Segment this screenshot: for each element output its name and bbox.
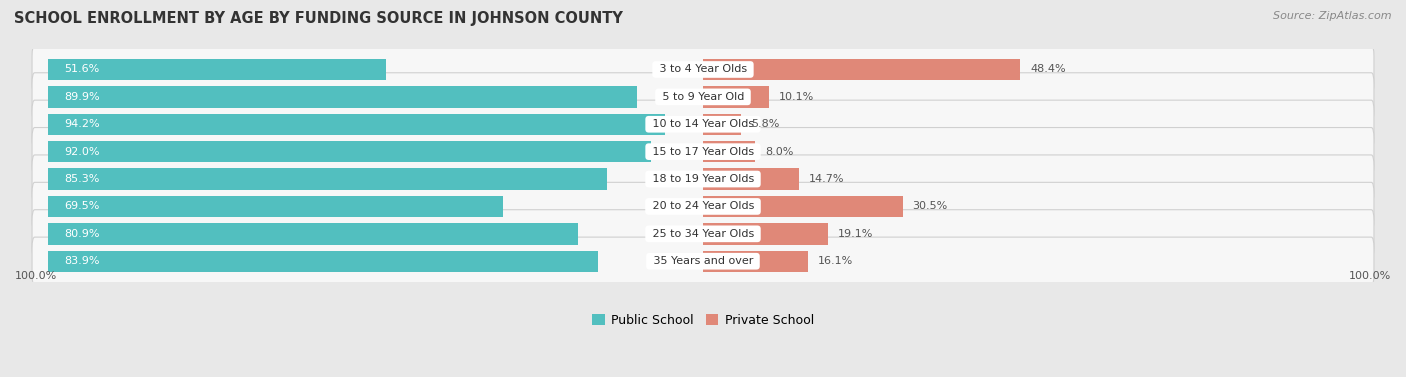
Text: 85.3%: 85.3% [65,174,100,184]
Text: 30.5%: 30.5% [912,201,948,211]
FancyBboxPatch shape [32,127,1374,176]
Text: 94.2%: 94.2% [65,119,100,129]
Text: 51.6%: 51.6% [65,64,100,75]
Text: 83.9%: 83.9% [65,256,100,266]
Text: 5.8%: 5.8% [751,119,779,129]
Text: 5 to 9 Year Old: 5 to 9 Year Old [658,92,748,102]
Bar [48,141,651,162]
Text: 16.1%: 16.1% [818,256,853,266]
FancyBboxPatch shape [32,45,1374,93]
FancyBboxPatch shape [32,237,1374,285]
Bar [703,141,755,162]
Text: 25 to 34 Year Olds: 25 to 34 Year Olds [648,229,758,239]
Text: 48.4%: 48.4% [1031,64,1066,75]
Text: 69.5%: 69.5% [65,201,100,211]
Bar [703,59,1021,80]
FancyBboxPatch shape [32,100,1374,149]
Text: 89.9%: 89.9% [65,92,100,102]
Bar [48,196,503,217]
Text: 14.7%: 14.7% [808,174,845,184]
Text: 80.9%: 80.9% [65,229,100,239]
Text: 10.1%: 10.1% [779,92,814,102]
Bar [48,223,578,245]
Text: 3 to 4 Year Olds: 3 to 4 Year Olds [655,64,751,75]
Bar [703,196,903,217]
Bar [48,86,637,107]
Text: 15 to 17 Year Olds: 15 to 17 Year Olds [648,147,758,157]
Bar [703,251,808,272]
Bar [48,113,665,135]
FancyBboxPatch shape [32,210,1374,258]
Text: 20 to 24 Year Olds: 20 to 24 Year Olds [648,201,758,211]
Bar [48,169,606,190]
Bar [703,86,769,107]
Text: 8.0%: 8.0% [765,147,793,157]
Text: 18 to 19 Year Olds: 18 to 19 Year Olds [648,174,758,184]
Text: 92.0%: 92.0% [65,147,100,157]
FancyBboxPatch shape [32,155,1374,203]
Text: 100.0%: 100.0% [1348,271,1391,281]
Bar [48,251,598,272]
Text: SCHOOL ENROLLMENT BY AGE BY FUNDING SOURCE IN JOHNSON COUNTY: SCHOOL ENROLLMENT BY AGE BY FUNDING SOUR… [14,11,623,26]
Legend: Public School, Private School: Public School, Private School [592,314,814,327]
FancyBboxPatch shape [32,73,1374,121]
Text: 35 Years and over: 35 Years and over [650,256,756,266]
Bar [703,113,741,135]
Bar [48,59,385,80]
Text: 100.0%: 100.0% [15,271,58,281]
Text: Source: ZipAtlas.com: Source: ZipAtlas.com [1274,11,1392,21]
Text: 10 to 14 Year Olds: 10 to 14 Year Olds [648,119,758,129]
Bar [703,223,828,245]
FancyBboxPatch shape [32,182,1374,231]
Bar [703,169,800,190]
Text: 19.1%: 19.1% [838,229,873,239]
